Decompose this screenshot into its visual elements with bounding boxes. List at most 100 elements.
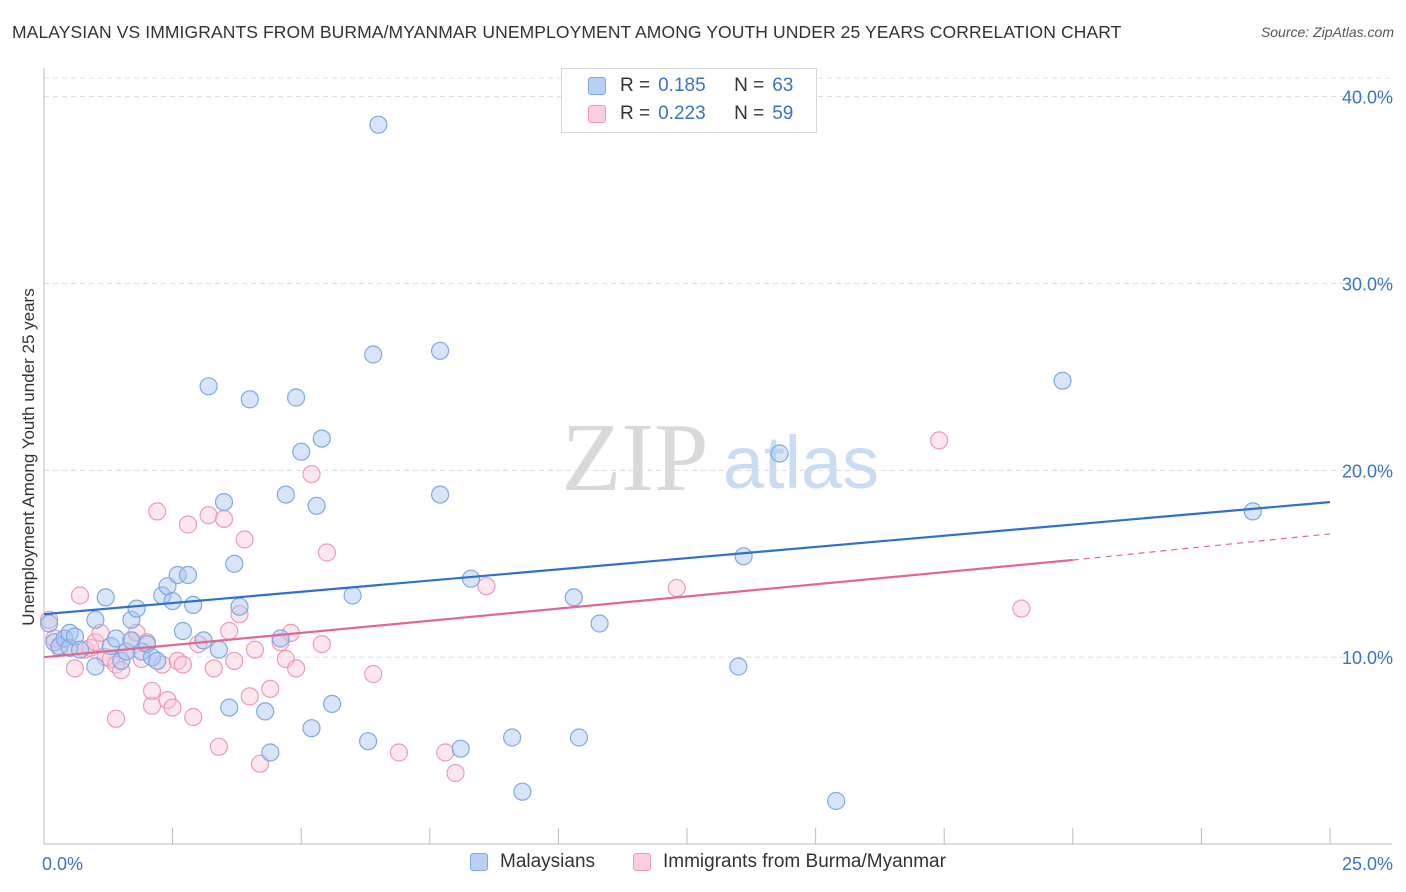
- burma-point: [436, 743, 455, 762]
- malaysian-point: [96, 588, 115, 607]
- burma-point: [204, 659, 223, 678]
- malaysian-point: [184, 595, 203, 615]
- malaysian-point: [230, 597, 249, 616]
- burma-point: [65, 659, 85, 678]
- malaysian-point: [323, 694, 342, 714]
- legend-r-value-burma: 0.223: [658, 103, 706, 124]
- trend-line-burma-extension: [1072, 533, 1331, 561]
- gridlines: [44, 77, 1392, 658]
- malaysian-point: [461, 569, 481, 588]
- burma-point: [163, 698, 182, 717]
- malaysian-point: [564, 588, 583, 607]
- burma-point: [70, 586, 90, 605]
- legend-r-label: R =: [620, 75, 651, 96]
- legend-item-malaysians[interactable]: Malaysians: [470, 851, 595, 873]
- malaysian-point: [451, 739, 470, 758]
- burma-point: [199, 506, 218, 525]
- burma-point: [235, 530, 254, 549]
- malaysian-point: [86, 610, 105, 629]
- malaysian-point: [240, 390, 259, 409]
- malaysian-point: [729, 657, 748, 676]
- legend-row-malaysians: R = 0.185 N = 63: [588, 73, 793, 99]
- malaysian-point: [70, 640, 90, 659]
- malaysian-point: [431, 485, 450, 504]
- malaysian-point: [364, 345, 383, 364]
- malaysian-point: [271, 629, 290, 648]
- malaysian-point: [1053, 371, 1072, 390]
- burma-point: [214, 509, 234, 529]
- malaysian-point: [827, 791, 846, 811]
- legend-r-label: R =: [620, 103, 651, 124]
- malaysian-point: [106, 629, 126, 648]
- malaysian-point: [194, 631, 213, 650]
- y-tick-label: 30.0%: [1342, 275, 1393, 295]
- malaysian-point: [112, 651, 131, 671]
- malaysian-point: [86, 657, 105, 676]
- trend-line-malaysians: [43, 501, 1331, 616]
- malaysian-point: [127, 599, 146, 618]
- burma-point: [173, 655, 192, 674]
- legend-row-burma: R = 0.223 N = 59: [588, 101, 793, 127]
- malaysian-point: [431, 341, 450, 360]
- malaysian-point: [117, 642, 136, 661]
- legend-label-malaysians: Malaysians: [500, 851, 596, 872]
- x-tick-label: 25.0%: [1342, 854, 1393, 874]
- burma-point: [225, 651, 244, 671]
- burma-point: [240, 687, 259, 706]
- burma-point: [261, 679, 280, 699]
- trend-lines: [43, 501, 1331, 659]
- burma-point: [317, 543, 336, 562]
- malaysian-point: [292, 442, 311, 461]
- burma-point: [142, 681, 162, 700]
- burma-point: [287, 659, 306, 678]
- legend-n-label: N =: [734, 75, 765, 96]
- tick-labels: 10.0% 20.0% 30.0% 40.0% 0.0% 25.0%: [42, 88, 1393, 874]
- malaysian-point: [302, 719, 321, 738]
- malaysian-point: [287, 388, 306, 407]
- burma-point: [250, 754, 270, 773]
- malaysian-point: [163, 591, 182, 611]
- malaysian-point: [256, 702, 275, 721]
- burma-point: [929, 431, 949, 450]
- malaysian-point: [770, 444, 789, 463]
- burma-point: [1012, 599, 1031, 618]
- axes: [43, 68, 1392, 845]
- burma-point: [230, 605, 249, 624]
- legend-swatch-malaysians: [470, 853, 488, 871]
- malaysian-point: [39, 614, 59, 633]
- burma-point: [209, 737, 228, 756]
- trend-line-burma: [43, 558, 1073, 659]
- y-axis-title: Unemployment Among Youth under 25 years: [19, 288, 38, 626]
- legend-swatch-burma: [633, 853, 651, 871]
- malaysian-point: [343, 586, 362, 605]
- malaysian-point: [220, 698, 239, 717]
- malaysian-point: [1243, 502, 1262, 521]
- malaysian-point: [312, 429, 331, 448]
- burma-point: [302, 465, 321, 484]
- burma-point: [364, 664, 383, 684]
- malaysian-point: [168, 565, 187, 585]
- malaysian-point: [209, 640, 228, 659]
- malaysian-point: [590, 614, 609, 633]
- malaysian-point: [359, 732, 378, 751]
- legend-item-burma[interactable]: Immigrants from Burma/Myanmar: [633, 851, 946, 873]
- burma-point: [312, 634, 331, 654]
- stats-legend: R = 0.185 N = 63 R = 0.223 N = 59: [561, 68, 817, 133]
- x-tick-label: 0.0%: [42, 854, 83, 874]
- legend-n-label: N =: [734, 103, 765, 124]
- watermark-atlas: atlas: [723, 421, 879, 504]
- burma-point: [178, 515, 198, 534]
- source-label: Source: ZipAtlas.com: [1260, 24, 1394, 40]
- malaysian-point: [276, 485, 295, 504]
- burma-point: [245, 640, 264, 659]
- legend-label-burma: Immigrants from Burma/Myanmar: [663, 851, 946, 872]
- burma-point: [389, 743, 408, 762]
- legend-swatch-burma: [588, 105, 606, 123]
- chart-title: MALAYSIAN VS IMMIGRANTS FROM BURMA/MYANM…: [12, 22, 1122, 42]
- malaysian-point: [513, 782, 532, 801]
- malaysian-point: [502, 728, 522, 747]
- burma-point: [667, 578, 686, 598]
- malaysian-point: [307, 496, 326, 515]
- burma-point: [184, 707, 203, 727]
